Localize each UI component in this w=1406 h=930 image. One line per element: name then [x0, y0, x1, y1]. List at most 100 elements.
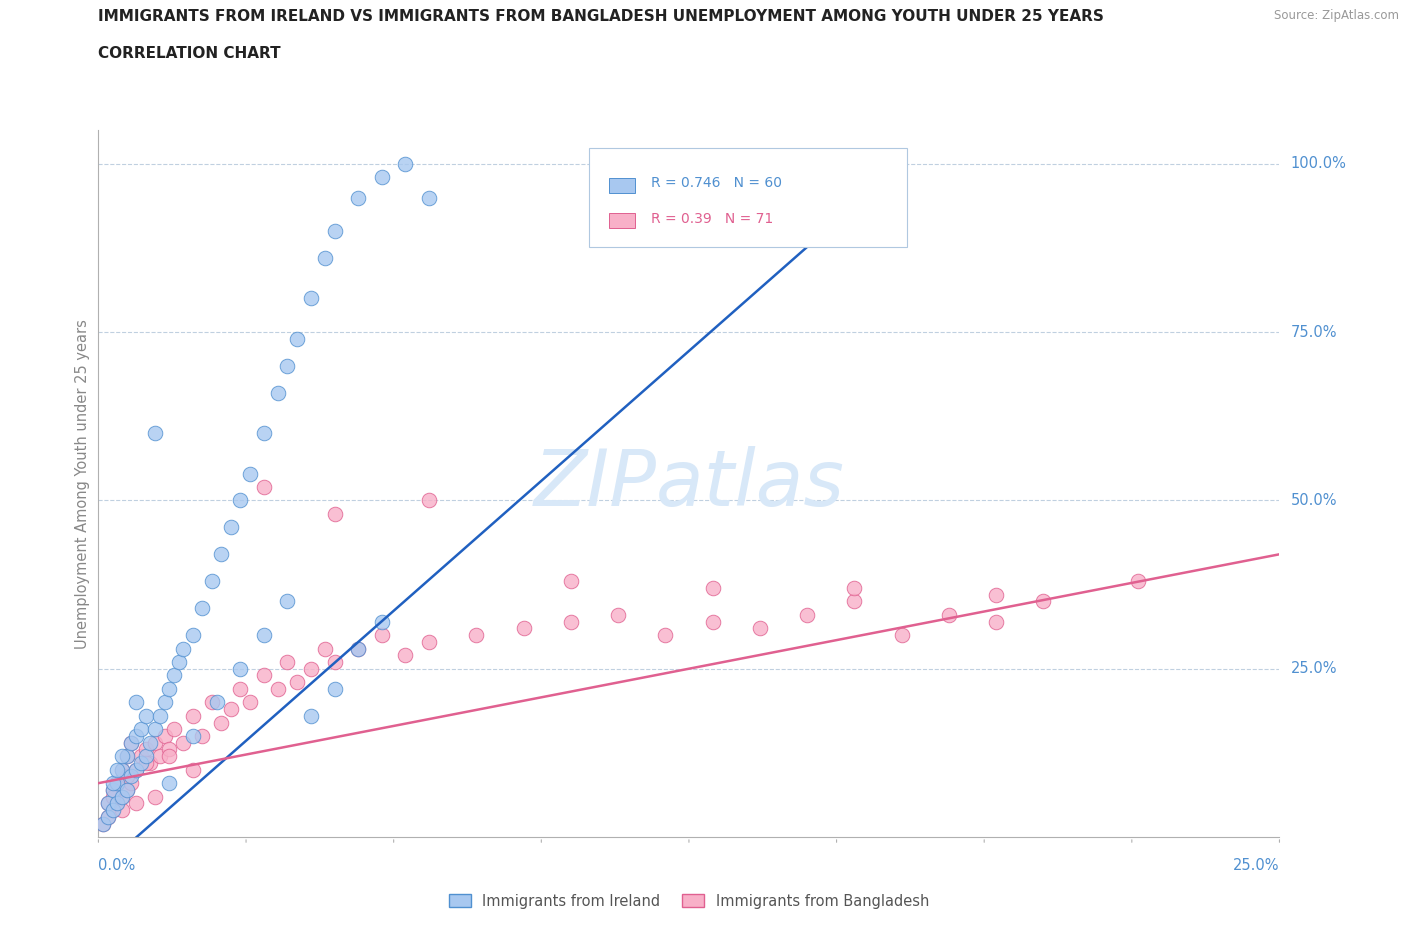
Point — [465, 628, 488, 643]
Text: ZIPatlas: ZIPatlas — [533, 445, 845, 522]
Point — [111, 803, 134, 817]
Point — [191, 728, 214, 743]
Point — [101, 803, 124, 817]
Point — [125, 796, 148, 811]
Y-axis label: Unemployment Among Youth under 25 years: Unemployment Among Youth under 25 years — [75, 319, 90, 648]
Point — [219, 520, 242, 535]
Point — [115, 782, 138, 797]
Point — [91, 817, 114, 831]
Point — [267, 385, 290, 400]
Point — [201, 574, 224, 589]
FancyBboxPatch shape — [609, 213, 634, 229]
Point — [143, 790, 166, 804]
Point — [111, 763, 134, 777]
Point — [149, 709, 172, 724]
Point — [125, 728, 148, 743]
Point — [105, 776, 128, 790]
Point — [418, 493, 440, 508]
Text: 0.0%: 0.0% — [98, 858, 135, 873]
Point — [276, 594, 298, 609]
Point — [205, 695, 228, 710]
Point — [702, 614, 724, 629]
Point — [560, 614, 582, 629]
Point — [115, 769, 138, 784]
Point — [201, 695, 224, 710]
Point — [253, 628, 276, 643]
Point — [219, 701, 242, 716]
Point — [285, 675, 308, 690]
Point — [135, 709, 157, 724]
Point — [101, 803, 124, 817]
Point — [153, 695, 176, 710]
Point — [181, 728, 204, 743]
Point — [172, 641, 194, 656]
Point — [121, 769, 143, 784]
Point — [181, 709, 204, 724]
Point — [157, 749, 180, 764]
Point — [299, 661, 322, 676]
Point — [121, 776, 143, 790]
Point — [239, 695, 262, 710]
Point — [111, 790, 134, 804]
Point — [125, 763, 148, 777]
Point — [702, 580, 724, 595]
Point — [101, 776, 124, 790]
Text: Source: ZipAtlas.com: Source: ZipAtlas.com — [1274, 9, 1399, 22]
Point — [347, 190, 370, 205]
Point — [512, 621, 534, 636]
Point — [229, 661, 252, 676]
Point — [1126, 574, 1149, 589]
Point — [371, 170, 394, 185]
Point — [276, 358, 298, 373]
Point — [253, 426, 276, 441]
Point — [105, 796, 128, 811]
Point — [654, 628, 676, 643]
Point — [323, 655, 346, 670]
Point — [139, 736, 162, 751]
Point — [101, 782, 124, 797]
Legend: Immigrants from Ireland, Immigrants from Bangladesh: Immigrants from Ireland, Immigrants from… — [443, 888, 935, 914]
Point — [314, 641, 336, 656]
Point — [314, 251, 336, 266]
Point — [323, 507, 346, 522]
Point — [115, 749, 138, 764]
Point — [347, 641, 370, 656]
Text: R = 0.39   N = 71: R = 0.39 N = 71 — [651, 211, 773, 226]
Text: 25.0%: 25.0% — [1233, 858, 1279, 873]
Point — [129, 755, 152, 770]
Point — [97, 796, 120, 811]
FancyBboxPatch shape — [609, 178, 634, 193]
Point — [181, 763, 204, 777]
Text: R = 0.746   N = 60: R = 0.746 N = 60 — [651, 176, 782, 191]
Point — [125, 763, 148, 777]
Text: 25.0%: 25.0% — [1291, 661, 1337, 676]
Point — [105, 776, 128, 790]
Point — [143, 426, 166, 441]
Point — [890, 628, 912, 643]
Point — [371, 628, 394, 643]
Point — [172, 736, 194, 751]
Point — [418, 190, 440, 205]
Point — [209, 547, 232, 562]
Point — [371, 614, 394, 629]
Point — [143, 736, 166, 751]
Text: IMMIGRANTS FROM IRELAND VS IMMIGRANTS FROM BANGLADESH UNEMPLOYMENT AMONG YOUTH U: IMMIGRANTS FROM IRELAND VS IMMIGRANTS FR… — [98, 9, 1104, 24]
Point — [157, 742, 180, 757]
Point — [111, 790, 134, 804]
Point — [105, 763, 128, 777]
Point — [844, 594, 866, 609]
Point — [938, 607, 960, 622]
Point — [299, 709, 322, 724]
Point — [181, 628, 204, 643]
Point — [121, 736, 143, 751]
Point — [267, 682, 290, 697]
Point — [101, 790, 124, 804]
Point — [229, 493, 252, 508]
Point — [129, 749, 152, 764]
Point — [167, 655, 190, 670]
Point — [394, 156, 416, 171]
FancyBboxPatch shape — [589, 148, 907, 246]
Point — [97, 809, 120, 824]
Point — [135, 742, 157, 757]
Point — [115, 782, 138, 797]
